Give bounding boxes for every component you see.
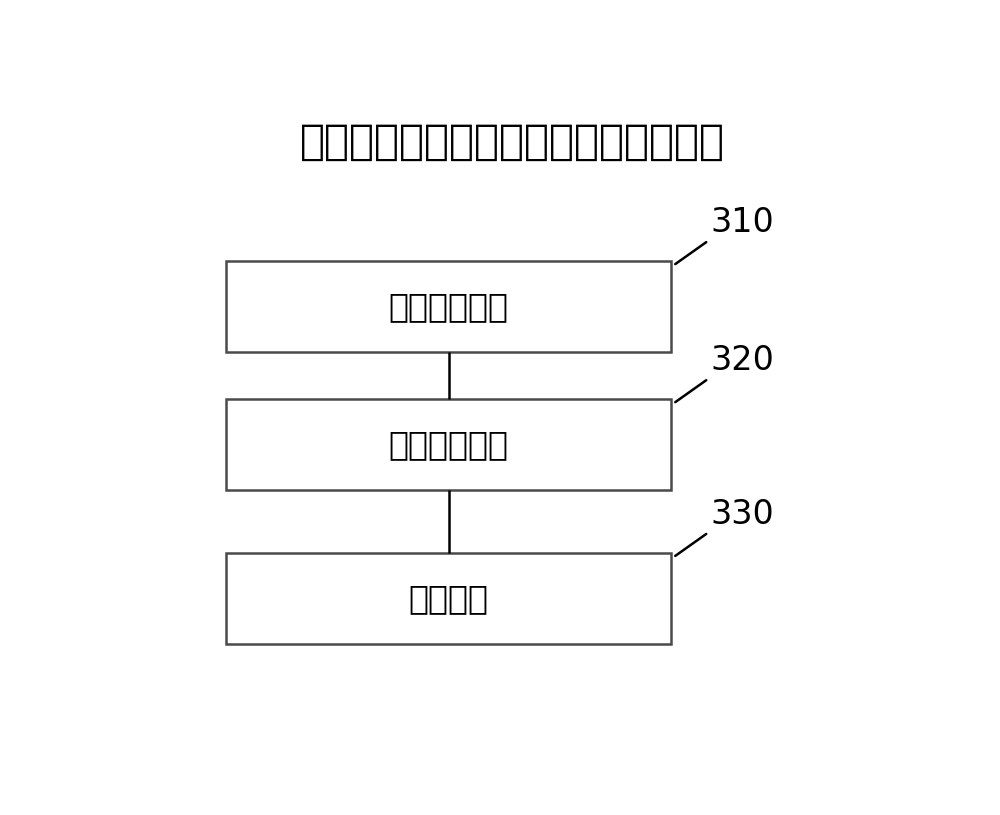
- Bar: [226, 261, 671, 352]
- Bar: [226, 553, 671, 644]
- Text: 330: 330: [710, 498, 774, 531]
- Text: 第二校正单元: 第二校正单元: [389, 428, 509, 461]
- Text: 测量单元: 测量单元: [409, 582, 489, 615]
- Bar: [226, 399, 671, 490]
- Text: 320: 320: [710, 344, 774, 377]
- Text: 基于设备磁环境变化的磁干扰检测装置: 基于设备磁环境变化的磁干扰检测装置: [300, 121, 725, 163]
- Text: 第一校正单元: 第一校正单元: [389, 290, 509, 323]
- Text: 310: 310: [710, 206, 774, 239]
